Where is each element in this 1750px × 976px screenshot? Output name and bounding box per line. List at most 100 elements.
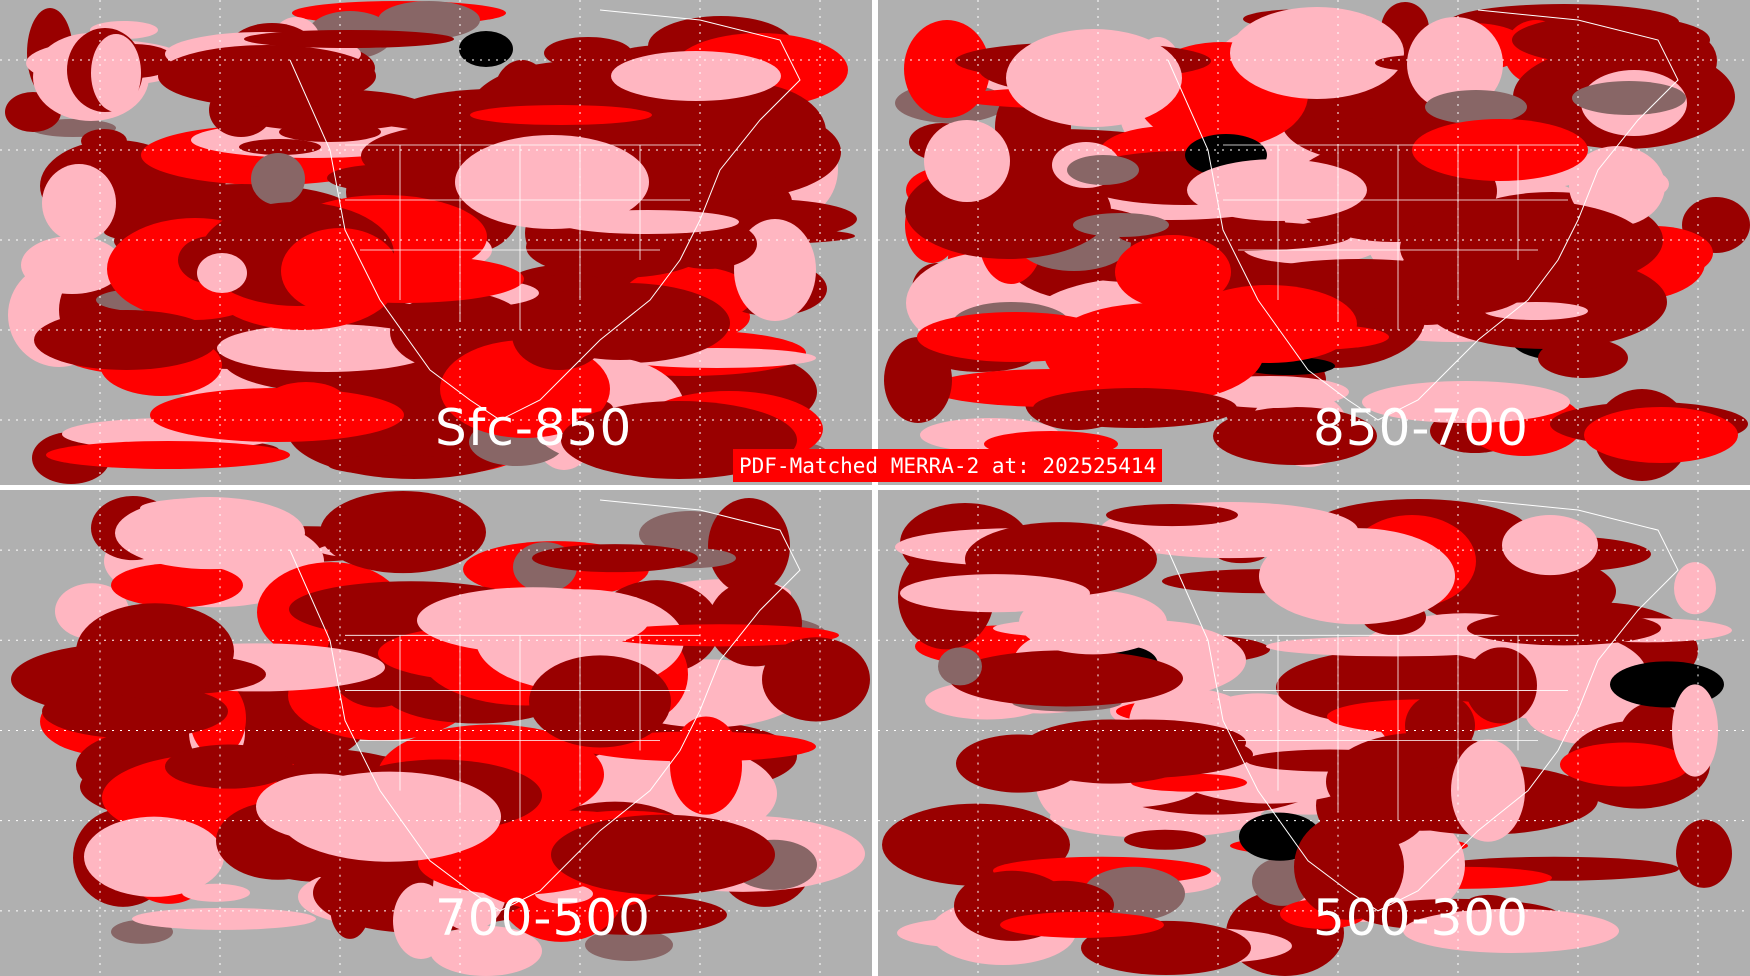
- field-region: [244, 30, 454, 48]
- field-region: [1467, 611, 1661, 646]
- map-field: [0, 0, 872, 485]
- field-region: [1400, 232, 1538, 314]
- map-field: [0, 490, 872, 976]
- field-region: [111, 563, 243, 608]
- field-region: [34, 310, 218, 370]
- field-region: [1294, 813, 1404, 920]
- field-region: [455, 135, 649, 229]
- field-region: [182, 883, 250, 902]
- field-region: [1106, 504, 1238, 527]
- field-region: [378, 1, 480, 39]
- field-region: [1213, 407, 1377, 465]
- field-region: [1572, 81, 1686, 115]
- field-region: [393, 882, 449, 959]
- field-region: [762, 637, 870, 722]
- field-region: [900, 574, 1090, 613]
- field-region: [115, 497, 305, 570]
- field-region: [1073, 213, 1169, 237]
- panel-label: 850-700: [1313, 399, 1529, 457]
- field-region: [1560, 742, 1690, 787]
- field-region: [557, 210, 739, 234]
- field-region: [281, 228, 399, 314]
- field-region: [611, 51, 781, 101]
- field-region: [532, 544, 698, 573]
- field-region: [656, 82, 826, 182]
- field-region: [42, 164, 116, 242]
- field-region: [239, 139, 321, 155]
- field-region: [327, 164, 453, 192]
- field-region: [81, 129, 127, 153]
- field-region: [1569, 146, 1665, 226]
- state-boundaries: [345, 144, 700, 330]
- field-region: [84, 816, 224, 897]
- field-region: [1676, 819, 1732, 888]
- state-boundaries: [1223, 144, 1578, 330]
- field-region: [949, 650, 1183, 707]
- field-region: [1124, 829, 1206, 850]
- field-region: [251, 153, 305, 205]
- field-region: [91, 34, 141, 112]
- field-region: [1000, 911, 1164, 938]
- field-region: [924, 120, 1010, 202]
- field-region: [150, 388, 404, 442]
- field-region: [708, 498, 790, 595]
- coastline: [1167, 9, 1679, 421]
- field-region: [417, 587, 649, 654]
- panel-500-300: 500-300: [878, 490, 1750, 976]
- field-region: [459, 31, 513, 67]
- state-boundaries: [1223, 634, 1578, 821]
- field-region: [1181, 285, 1357, 363]
- field-region: [529, 655, 671, 748]
- field-region: [1425, 90, 1527, 124]
- field-region: [1484, 302, 1588, 320]
- field-region: [1412, 119, 1588, 181]
- field-region: [1552, 328, 1594, 368]
- coastline: [1167, 499, 1679, 912]
- panel-700-500: 700-500: [0, 490, 872, 976]
- coastline: [289, 9, 801, 421]
- field-region: [1407, 17, 1503, 111]
- field-region: [46, 441, 290, 469]
- field-region: [1403, 908, 1619, 953]
- map-field: [878, 0, 1750, 485]
- field-region: [1465, 647, 1537, 724]
- field-region: [1067, 155, 1139, 185]
- field-region: [551, 814, 775, 895]
- panel-850-700: 850-700: [878, 0, 1750, 485]
- field-region: [884, 337, 952, 423]
- field-region: [197, 253, 247, 293]
- field-region: [1362, 381, 1570, 423]
- field-region: [512, 300, 606, 370]
- field-region: [132, 907, 316, 930]
- field-region: [956, 734, 1082, 793]
- field-region: [328, 455, 462, 475]
- field-region: [42, 684, 228, 739]
- coastline: [289, 499, 801, 912]
- field-region: [1584, 407, 1738, 463]
- panel-label: 500-300: [1313, 889, 1529, 947]
- field-region: [938, 647, 982, 686]
- panel-label: Sfc-850: [435, 399, 633, 457]
- panel-sfc-850: Sfc-850: [0, 0, 872, 485]
- field-region: [1259, 528, 1455, 625]
- map-field: [878, 490, 1750, 976]
- field-region: [1187, 159, 1367, 221]
- field-region: [601, 624, 839, 647]
- panel-label: 700-500: [435, 889, 651, 947]
- field-region: [1451, 739, 1525, 842]
- field-region: [158, 45, 376, 107]
- field-region: [670, 716, 742, 815]
- field-region: [76, 603, 234, 700]
- field-region: [1502, 515, 1598, 576]
- field-region: [430, 925, 542, 976]
- field-region: [21, 236, 123, 294]
- field-region: [1115, 235, 1231, 309]
- field-region: [320, 491, 486, 574]
- field-region: [917, 312, 1113, 362]
- state-boundaries: [345, 634, 700, 821]
- field-region: [217, 324, 437, 372]
- field-region: [279, 771, 501, 862]
- field-region: [1033, 388, 1237, 428]
- field-region: [165, 744, 293, 789]
- field-region: [585, 928, 673, 961]
